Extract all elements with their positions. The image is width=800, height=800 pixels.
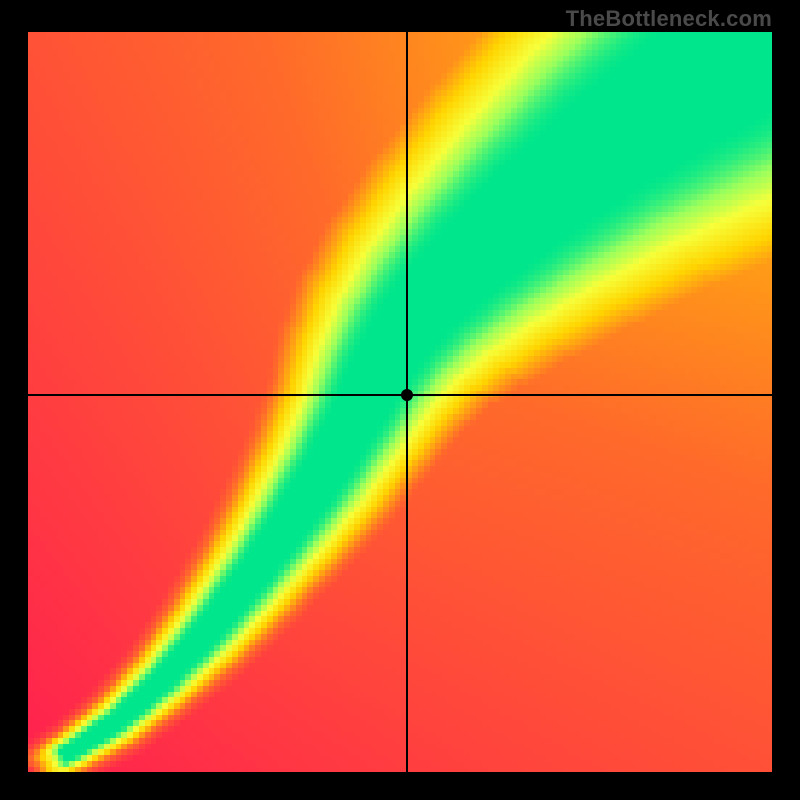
crosshair-marker: [401, 389, 413, 401]
heatmap-canvas: [28, 32, 772, 772]
watermark-text: TheBottleneck.com: [566, 6, 772, 32]
heatmap-plot: [28, 32, 772, 772]
figure-root: TheBottleneck.com: [0, 0, 800, 800]
crosshair-horizontal: [28, 394, 772, 396]
crosshair-vertical: [406, 32, 408, 772]
